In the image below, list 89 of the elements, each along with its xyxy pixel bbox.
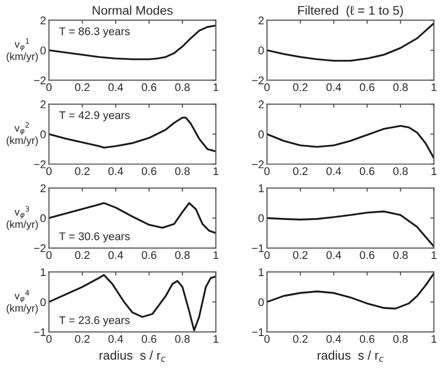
- text: v$_{φ}$$^{1}$ (km/yr): [6, 38, 38, 62]
- text: v$_{φ}$$^{2}$ (km/yr): [6, 122, 38, 146]
- x-tick-label: 0.6: [142, 335, 156, 343]
- x-tick-label: 0.8: [393, 335, 408, 343]
- x-tick-label: 0.4: [108, 335, 124, 343]
- x-tick-label: 0.6: [360, 167, 374, 176]
- y-tick-label: −2: [34, 76, 46, 84]
- x-tick-label: 0.4: [326, 167, 342, 176]
- line-series: [48, 202, 216, 234]
- y-tick-label: −2: [252, 76, 264, 84]
- y-tick-label: 2: [40, 184, 46, 192]
- x-tick-label: 0.8: [393, 251, 408, 259]
- x-tick-label: 0.6: [142, 251, 156, 259]
- y-tick-label: −1: [252, 328, 264, 336]
- y-tick-label: 0: [258, 214, 264, 222]
- y-tick-label: −1: [34, 328, 46, 336]
- annotation: T = 86.3 years: [59, 27, 130, 38]
- x-tick-label: 0.2: [75, 335, 90, 343]
- x-tick-label: 1: [214, 251, 218, 259]
- x-tick-label: 0.6: [360, 251, 374, 259]
- x-tick-label: 0.8: [175, 251, 190, 259]
- annotation: T = 23.6 years: [59, 316, 130, 326]
- x-tick-label: 0.4: [108, 251, 124, 259]
- annotation: T = 42.9 years: [59, 111, 130, 122]
- x-tick-label: 0.4: [108, 167, 124, 176]
- x-tick-label: 0.2: [293, 83, 308, 92]
- y-tick-label: 2: [258, 16, 264, 24]
- x-tick-label: 1: [432, 251, 436, 259]
- x-tick-label: 0.2: [75, 83, 90, 92]
- x-tick-label: 0.2: [293, 251, 308, 259]
- y-tick-label: 2: [258, 100, 264, 108]
- x-tick-label: 1: [432, 335, 436, 343]
- y-tick-label: 2: [40, 100, 46, 108]
- x-tick-label: 0: [264, 335, 270, 343]
- y-axis-title: v$_{φ}$$^{3}$ (km/yr): [6, 206, 38, 230]
- x-tick-label: 1: [214, 83, 218, 92]
- line-series: [267, 124, 434, 160]
- x-tick-label: 0.2: [75, 167, 90, 176]
- x-tick-label: 0.4: [326, 83, 342, 92]
- annotation: T = 30.6 years: [59, 232, 130, 242]
- x-tick-label: 0: [46, 167, 52, 176]
- x-tick-label: 0.2: [293, 335, 308, 343]
- x-tick-label: 0: [264, 251, 270, 259]
- y-tick-label: 1: [258, 268, 264, 276]
- x-tick-label: 1: [432, 83, 436, 92]
- x-tick-label: 0.8: [175, 167, 190, 176]
- y-tick-label: 0: [258, 46, 264, 54]
- y-tick-label: −2: [34, 160, 46, 168]
- x-tick-label: 0.2: [293, 167, 308, 176]
- x-tick-label: 0: [46, 83, 52, 92]
- x-tick-label: 0.6: [142, 167, 156, 176]
- y-tick-label: 0: [40, 46, 46, 54]
- y-tick-label: 0: [258, 298, 264, 306]
- y-tick-label: 2: [40, 16, 46, 24]
- y-tick-label: −2: [34, 244, 46, 252]
- y-tick-label: 0: [40, 214, 46, 222]
- x-tick-label: 1: [214, 335, 218, 343]
- text: v$_{φ}$$^{4}$ (km/yr): [6, 290, 38, 314]
- x-tick-label: 0.6: [360, 335, 374, 343]
- x-tick-label: 1: [432, 167, 436, 175]
- x-tick-label: 0.4: [326, 335, 342, 343]
- y-tick-label: 1: [258, 184, 264, 192]
- x-tick-label: 0.6: [360, 83, 374, 92]
- x-tick-label: 0.8: [393, 167, 408, 176]
- x-axis-title: radius s / r$_{c}$: [318, 350, 384, 362]
- y-tick-label: 0: [40, 298, 46, 306]
- y-tick-label: −2: [252, 160, 264, 168]
- x-tick-label: 0.2: [75, 251, 90, 259]
- chart-title: Filtered (ℓ = 1 to 5): [298, 6, 403, 18]
- x-tick-label: 0.6: [142, 83, 156, 92]
- y-tick-label: −1: [252, 244, 264, 252]
- x-tick-label: 0.8: [393, 83, 408, 92]
- x-tick-label: 0.4: [326, 251, 342, 259]
- x-tick-label: 0: [264, 83, 270, 92]
- x-axis-title: radius s / r$_{c}$: [100, 350, 166, 362]
- x-tick-label: 0: [46, 335, 52, 343]
- y-tick-label: 1: [40, 268, 46, 276]
- line-series: [267, 22, 434, 62]
- x-tick-label: 0.8: [175, 335, 190, 343]
- x-tick-label: 0: [264, 167, 270, 176]
- x-tick-label: 0.8: [175, 83, 190, 92]
- x-tick-label: 1: [214, 167, 218, 175]
- chart-title: Normal Modes: [92, 6, 173, 15]
- y-tick-label: 0: [258, 130, 264, 138]
- line-series: [48, 24, 216, 60]
- x-tick-label: 0: [46, 251, 52, 259]
- x-tick-label: 0.4: [108, 83, 124, 92]
- y-tick-label: 0: [40, 130, 46, 138]
- line-series: [48, 274, 216, 332]
